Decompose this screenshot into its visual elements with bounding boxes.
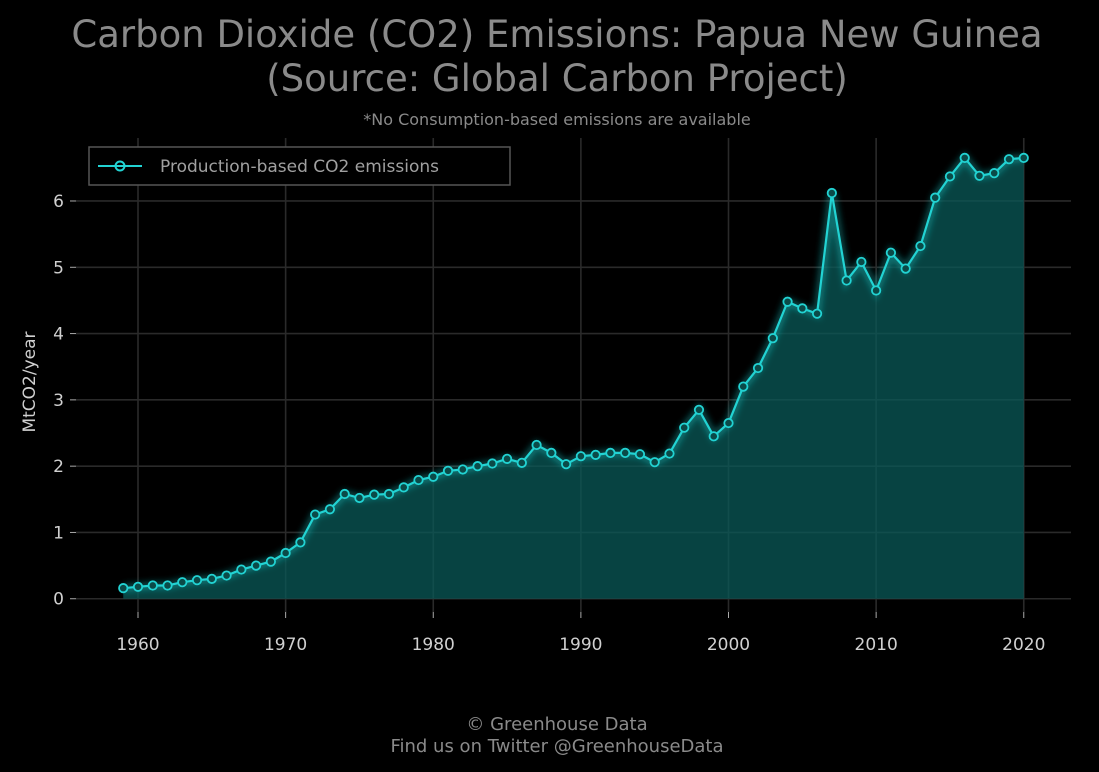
data-point <box>693 404 705 415</box>
data-point <box>531 439 542 451</box>
data-point <box>989 168 1000 179</box>
y-axis-label: MtCO2/year <box>20 331 40 432</box>
data-point <box>280 547 291 559</box>
data-point <box>915 240 926 252</box>
data-point <box>428 471 439 482</box>
data-point <box>1003 154 1015 165</box>
data-point <box>487 458 498 469</box>
legend-box <box>88 146 511 186</box>
data-point <box>354 492 365 504</box>
data-point <box>797 303 808 314</box>
data-point <box>649 457 660 468</box>
x-tick-label: 2000 <box>707 635 750 655</box>
data-point <box>856 256 867 268</box>
data-point <box>811 308 823 319</box>
x-tick-label: 1960 <box>116 635 159 655</box>
data-point <box>900 263 911 274</box>
data-point <box>501 453 513 464</box>
data-point <box>1018 152 1029 163</box>
x-tick-label: 2020 <box>1002 635 1045 655</box>
data-point <box>339 488 350 500</box>
y-tick-label: 4 <box>53 325 64 345</box>
axis-ticks: 0 1 2 3 4 5 6 1960 1970 1980 1990 2000 2010 2020 <box>53 192 1045 655</box>
data-point <box>310 509 321 520</box>
data-point <box>782 296 793 307</box>
data-point <box>664 448 675 459</box>
chart-title-line1: Carbon Dioxide (CO2) Emissions: Papua Ne… <box>71 13 1042 56</box>
x-tick-label: 2010 <box>855 635 898 655</box>
data-point <box>324 504 336 515</box>
data-point <box>221 570 232 581</box>
legend-marker-swatch <box>114 160 126 172</box>
data-point <box>398 482 409 493</box>
data-point <box>974 170 985 181</box>
data-point <box>605 447 616 458</box>
y-tick-label: 6 <box>53 192 64 212</box>
data-point <box>708 431 719 442</box>
data-point <box>561 459 572 470</box>
x-tick-label: 1970 <box>264 635 307 655</box>
data-point <box>265 556 276 567</box>
data-point <box>546 447 557 458</box>
data-point <box>575 451 586 462</box>
footer-twitter: Find us on Twitter @GreenhouseData <box>390 736 723 757</box>
data-point <box>236 564 247 575</box>
data-point <box>369 489 380 500</box>
data-point <box>959 152 970 163</box>
data-point <box>206 573 217 584</box>
data-point <box>944 171 956 182</box>
data-point <box>295 537 306 548</box>
data-point <box>383 488 395 500</box>
data-point <box>413 474 424 486</box>
data-point <box>516 457 527 468</box>
data-point <box>679 422 690 433</box>
data-point <box>885 247 897 258</box>
data-point <box>738 381 749 392</box>
data-point <box>871 285 882 296</box>
data-point <box>442 465 454 476</box>
y-tick-label: 5 <box>53 258 64 278</box>
chart-title-line2: (Source: Global Carbon Project) <box>266 57 848 100</box>
data-point <box>841 275 852 286</box>
x-tick-label: 1980 <box>412 635 455 655</box>
data-point <box>620 447 631 458</box>
data-point <box>767 333 778 344</box>
y-tick-label: 3 <box>53 391 64 411</box>
y-tick-label: 0 <box>53 590 64 610</box>
y-tick-label: 1 <box>53 523 64 543</box>
data-point <box>752 362 764 374</box>
series-area-fill <box>123 157 1024 599</box>
data-point <box>457 464 468 475</box>
data-point <box>930 192 941 203</box>
data-series-layer <box>118 150 1029 599</box>
data-point <box>251 560 262 571</box>
data-point <box>590 449 601 460</box>
data-point <box>826 187 837 199</box>
y-tick-label: 2 <box>53 457 64 477</box>
data-point <box>162 580 173 591</box>
data-point <box>191 575 203 586</box>
data-point <box>147 580 158 591</box>
data-point <box>723 417 734 429</box>
legend: Production-based CO2 emissions <box>88 146 511 186</box>
chart-subtitle: *No Consumption-based emissions are avai… <box>363 110 751 129</box>
data-point <box>118 583 129 594</box>
data-point <box>634 449 646 460</box>
legend-label: Production-based CO2 emissions <box>160 157 439 177</box>
footer-credit: © Greenhouse Data <box>466 714 647 735</box>
x-tick-label: 1990 <box>559 635 602 655</box>
data-point <box>177 577 188 588</box>
data-point <box>132 581 144 592</box>
data-point <box>472 461 483 472</box>
